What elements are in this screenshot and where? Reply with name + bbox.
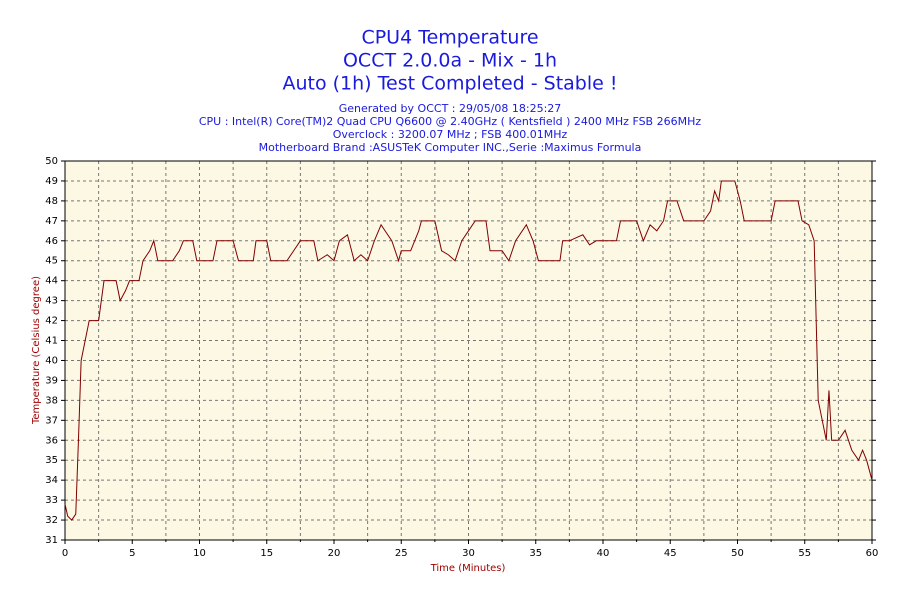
plot-area (65, 161, 872, 540)
y-tick-label: 50 (45, 156, 58, 167)
y-tick-label: 46 (45, 236, 58, 247)
x-tick-label: 60 (866, 548, 879, 559)
x-tick-label: 40 (597, 548, 610, 559)
y-tick-label: 44 (45, 276, 58, 287)
y-tick-label: 38 (45, 395, 58, 406)
y-tick-label: 49 (45, 176, 58, 187)
y-tick-label: 39 (45, 375, 58, 386)
x-tick-label: 20 (328, 548, 341, 559)
x-tick-label: 0 (62, 548, 68, 559)
y-tick-label: 32 (45, 515, 58, 526)
y-tick-label: 48 (45, 196, 58, 207)
y-tick-label: 31 (45, 535, 58, 546)
x-tick-label: 50 (731, 548, 744, 559)
info-line: Motherboard Brand :ASUSTeK Computer INC.… (259, 141, 642, 154)
x-tick-label: 10 (193, 548, 206, 559)
y-tick-label: 36 (45, 435, 58, 446)
y-tick-label: 41 (45, 336, 58, 347)
y-tick-label: 40 (45, 355, 58, 366)
y-axis-label: Temperature (Celsius degree) (31, 276, 42, 425)
data-line (64, 180, 873, 521)
x-tick-label: 55 (798, 548, 811, 559)
info-line: CPU : Intel(R) Core(TM)2 Quad CPU Q6600 … (199, 115, 701, 128)
info-line: Generated by OCCT : 29/05/08 18:25:27 (339, 102, 562, 115)
x-tick-label: 30 (462, 548, 475, 559)
y-tick-label: 43 (45, 296, 58, 307)
plot-border (64, 160, 873, 541)
x-tick-label: 25 (395, 548, 408, 559)
y-tick-label: 35 (45, 455, 58, 466)
y-tick-label: 47 (45, 216, 58, 227)
chart-subtitle: Auto (1h) Test Completed - Stable ! (282, 73, 617, 95)
x-tick-label: 35 (529, 548, 542, 559)
y-tick-label: 45 (45, 256, 58, 267)
y-tick-label: 33 (45, 495, 58, 506)
y-tick-label: 34 (45, 475, 58, 486)
x-tick-label: 45 (664, 548, 677, 559)
info-line: Overclock : 3200.07 MHz ; FSB 400.01MHz (333, 128, 568, 141)
y-tick-label: 42 (45, 316, 58, 327)
chart-title: CPU4 Temperature (361, 27, 538, 49)
x-axis-label: Time (Minutes) (430, 563, 506, 574)
x-tick-label: 5 (129, 548, 135, 559)
x-tick-label: 15 (260, 548, 273, 559)
chart-subtitle: OCCT 2.0.0a - Mix - 1h (343, 50, 557, 72)
y-tick-label: 37 (45, 415, 58, 426)
